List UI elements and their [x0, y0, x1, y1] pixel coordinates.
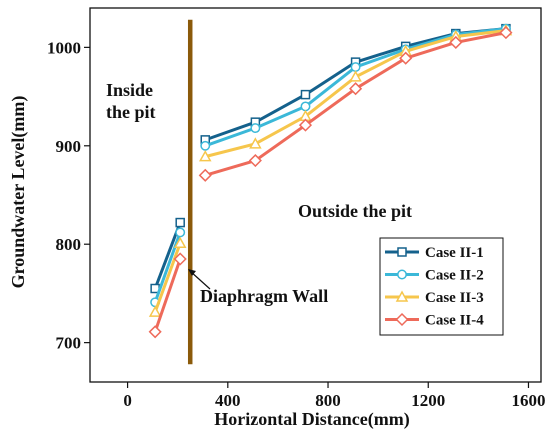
point-case-ii-4: [298, 118, 313, 132]
point-case-ii-4: [248, 153, 262, 168]
legend-item-case-ii-4: Case II-4: [385, 313, 484, 329]
x-tick-label: 400: [215, 391, 241, 410]
point-case-ii-4: [148, 325, 162, 339]
y-tick-label: 1000: [47, 38, 81, 57]
legend-items: Case II-1 Case II-2 Case II-3 Case II-4: [385, 245, 484, 329]
axis-layer: 0 400 800 1200 1600 700 800 900 1000: [47, 38, 545, 410]
point-case-ii-3: [148, 305, 162, 317]
point-case-ii-4: [198, 168, 212, 182]
legend-marker-case-ii-2: [397, 269, 407, 280]
diaphragm-wall-label: Diaphragm Wall: [200, 286, 328, 306]
legend-label-case-ii-1: Case II-1: [425, 245, 484, 261]
outside-pit-label: Outside the pit: [298, 201, 412, 221]
wall-annotation: Diaphragm Wall: [188, 269, 328, 306]
legend-item-case-ii-2: Case II-2: [385, 268, 484, 284]
y-tick-label: 800: [56, 235, 82, 254]
legend-label-case-ii-2: Case II-2: [425, 268, 484, 284]
series-line-case-ii-4: [204, 31, 507, 177]
inside-pit-label-line2: the pit: [106, 102, 156, 122]
point-case-ii-2: [200, 140, 211, 151]
legend-label-case-ii-4: Case II-4: [425, 313, 484, 329]
legend-item-case-ii-3: Case II-3: [385, 290, 484, 306]
legend-marker-case-ii-1: [397, 247, 407, 257]
x-tick-label: 800: [315, 391, 341, 410]
point-case-ii-1: [300, 89, 311, 100]
point-case-ii-2: [250, 123, 261, 134]
y-axis-title: Groundwater Level(mm): [8, 96, 29, 289]
legend-item-case-ii-1: Case II-1: [385, 245, 484, 261]
x-tick-label: 0: [123, 391, 132, 410]
point-case-ii-3: [349, 70, 362, 82]
legend-marker-case-ii-3: [395, 290, 409, 302]
point-case-ii-4: [399, 51, 413, 65]
legend-marker-case-ii-4: [395, 312, 409, 327]
series-line-case-ii-3: [153, 242, 182, 313]
legend: Case II-1 Case II-2 Case II-3 Case II-4: [379, 237, 504, 336]
point-case-ii-2: [175, 227, 186, 238]
point-case-ii-3: [198, 150, 212, 162]
point-case-ii-4: [173, 252, 187, 266]
point-case-ii-3: [249, 137, 262, 149]
series-case-ii-4: [148, 26, 513, 339]
inside-pit-label-line1: Inside: [106, 80, 153, 100]
x-tick-label: 1200: [411, 391, 445, 410]
point-case-ii-4: [349, 82, 363, 96]
plot-border: [89, 7, 542, 383]
point-case-ii-2: [300, 101, 311, 112]
point-case-ii-2: [350, 62, 361, 73]
point-case-ii-1: [175, 217, 185, 228]
series-line-case-ii-2: [153, 231, 182, 303]
point-case-ii-3: [173, 236, 187, 248]
y-tick-label: 700: [56, 334, 82, 353]
point-case-ii-4: [449, 35, 463, 50]
legend-label-case-ii-3: Case II-3: [425, 290, 484, 306]
point-case-ii-4: [499, 26, 513, 40]
series-line-case-ii-4: [153, 258, 182, 333]
plot-frame: [89, 7, 542, 383]
x-axis-title: Horizontal Distance(mm): [214, 409, 409, 430]
wall-annotation-arrow-head: [188, 269, 196, 276]
x-tick-label: 1600: [511, 391, 545, 410]
series-layer: [148, 23, 513, 339]
y-tick-label: 900: [56, 137, 82, 156]
